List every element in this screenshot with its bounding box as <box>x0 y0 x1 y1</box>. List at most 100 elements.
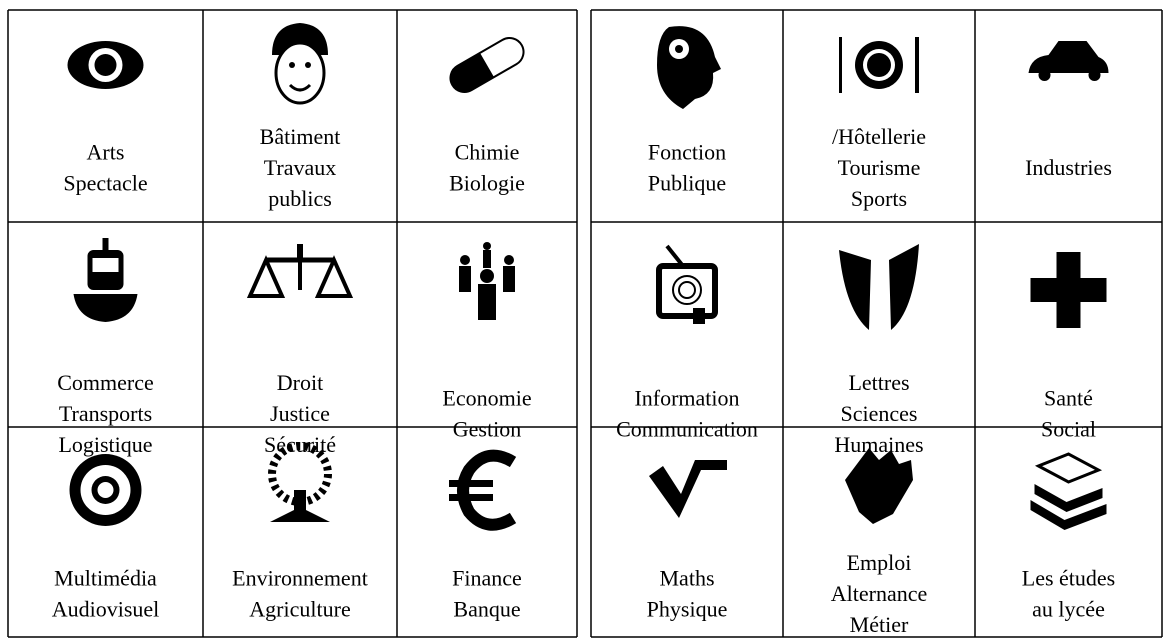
icon <box>246 244 354 298</box>
icon-part <box>274 41 326 105</box>
tile-label: Logistique <box>58 432 152 457</box>
tile-label: Commerce <box>57 370 154 395</box>
icon-part <box>1034 484 1103 512</box>
tile-label: Humaines <box>834 432 923 457</box>
tile-label: Transports <box>59 401 152 426</box>
tile-label: Emploi <box>847 550 912 575</box>
tile-label: Banque <box>453 597 520 622</box>
tile-label: Sciences <box>841 401 918 426</box>
category-tile: Environnement Agriculture <box>232 442 368 622</box>
tile-label: Communication <box>616 417 758 442</box>
icon <box>845 448 913 524</box>
tile-label: Economie <box>442 386 531 411</box>
icon <box>449 37 525 93</box>
category-tile: Bâtiment Travaux publics <box>260 23 341 211</box>
tile-label: Chimie <box>455 140 520 165</box>
tile-label: Physique <box>647 597 728 622</box>
tile-label: Travaux <box>264 155 337 180</box>
icon-part <box>1088 69 1101 81</box>
icon-part <box>845 448 913 524</box>
icon-grid: Fonction Publique/Hôtellerie Tourisme Sport… <box>590 9 1163 638</box>
tile-label: Agriculture <box>249 597 350 622</box>
icon <box>449 449 517 531</box>
icon <box>839 244 919 330</box>
icon-part <box>270 510 330 522</box>
tile-label: Information <box>634 386 739 411</box>
icon-part <box>289 62 295 68</box>
icon-part <box>1038 69 1051 81</box>
category-tile: Finance Banque <box>449 449 522 622</box>
tile-label: Gestion <box>453 417 521 442</box>
icon-part <box>480 269 494 283</box>
icon <box>656 244 718 324</box>
category-tile: Lettres Sciences Humaines <box>834 244 924 457</box>
tile-label: Audiovisuel <box>52 597 160 622</box>
tile-label: Industries <box>1025 155 1112 180</box>
icon-part <box>460 255 470 265</box>
category-tile: Fonction Publique <box>648 26 726 196</box>
category-tile: Commerce Transports Logistique <box>57 238 154 457</box>
icon-grid: Arts Spectacle Bâtiment Travaux publics Chimi… <box>7 9 578 638</box>
icon-part <box>915 37 919 93</box>
tile-label: Lettres <box>848 370 909 395</box>
tile-label: Tourisme <box>838 155 921 180</box>
icon-part <box>449 37 525 93</box>
icon-part <box>449 480 493 487</box>
tile-label: Bâtiment <box>260 124 341 149</box>
tile-label: Social <box>1041 417 1096 442</box>
tile-label: Fonction <box>648 140 726 165</box>
icon-part <box>1028 41 1109 73</box>
icon-part <box>656 263 718 319</box>
tile-label: Les études <box>1022 566 1115 591</box>
icon <box>1028 41 1109 81</box>
icon-part <box>97 482 114 498</box>
tile-label: Biologie <box>449 171 525 196</box>
tile-label: Environnement <box>232 566 368 591</box>
tile-label: Finance <box>452 566 522 591</box>
icon-part <box>73 294 138 322</box>
icon-part <box>459 266 471 292</box>
icon-part <box>675 45 683 53</box>
icon-part <box>649 460 727 518</box>
icon-part <box>268 442 332 506</box>
tile-label: Alternance <box>831 581 928 606</box>
icon-part <box>102 238 109 250</box>
category-tile: /Hôtellerie Tourisme Sports <box>832 37 926 211</box>
category-tile: Multimédia Audiovisuel <box>52 454 160 622</box>
icon-part <box>478 284 496 320</box>
icon <box>272 23 328 105</box>
category-tile: Economie Gestion <box>442 242 532 442</box>
icon-part <box>246 255 354 298</box>
icon-part <box>1030 500 1107 530</box>
category-tile: Maths Physique <box>647 460 728 622</box>
tile-label: Spectacle <box>63 171 147 196</box>
icon-part <box>1034 452 1103 484</box>
icon-part <box>449 494 493 501</box>
category-tile: Santé Social <box>1030 252 1107 442</box>
category-tile: Industries <box>1025 41 1112 180</box>
icon <box>268 442 332 522</box>
tile-label: Multimédia <box>54 566 157 591</box>
icon-part <box>504 255 514 265</box>
icon <box>1030 452 1107 530</box>
category-tile: Arts Spectacle <box>63 41 148 196</box>
icon-part <box>693 308 705 324</box>
icon-part <box>503 266 515 292</box>
icon-part <box>457 449 517 531</box>
tile-label: /Hôtellerie <box>832 124 926 149</box>
category-tile: Emploi Alternance Métier <box>831 448 928 637</box>
tile-label: publics <box>268 186 332 211</box>
icon <box>657 26 721 110</box>
category-tile: Chimie Biologie <box>449 37 525 196</box>
tile-label: Métier <box>850 612 909 637</box>
icon-part <box>678 281 696 299</box>
icon-part <box>483 250 491 268</box>
tile-label: Justice <box>270 401 330 426</box>
category-tile: Les études au lycée <box>1022 452 1115 622</box>
icon-part <box>450 52 494 92</box>
icon-part <box>94 54 117 76</box>
icon-part <box>657 26 721 110</box>
